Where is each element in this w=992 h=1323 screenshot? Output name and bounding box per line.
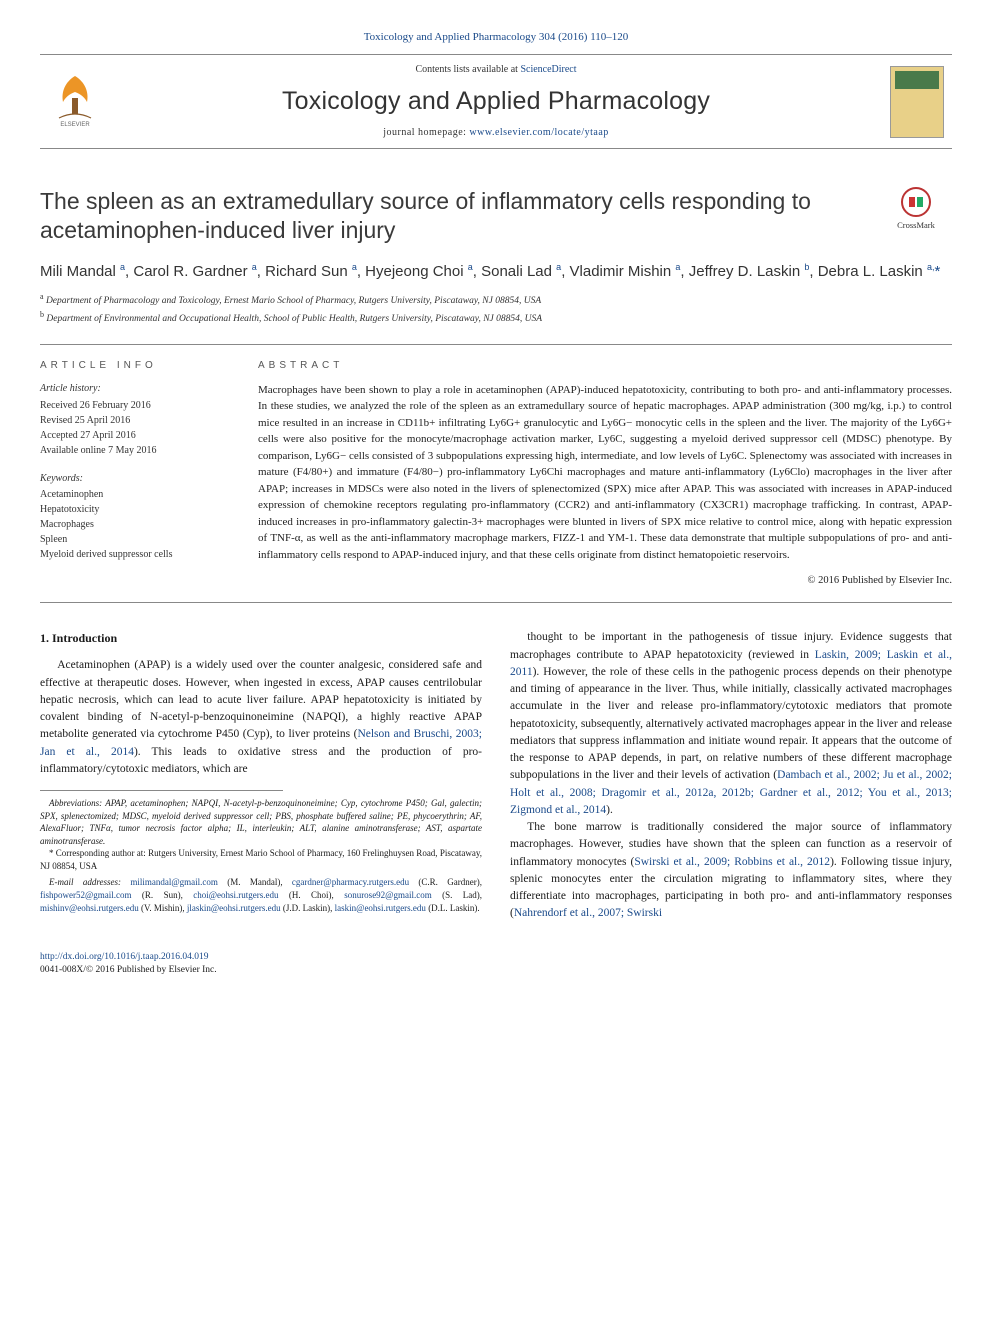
page: Toxicology and Applied Pharmacology 304 … (0, 0, 992, 1018)
journal-cover-thumb (882, 63, 952, 140)
footnote-separator (40, 790, 283, 791)
keyword: Acetaminophen (40, 487, 230, 502)
abstract-copyright: © 2016 Published by Elsevier Inc. (258, 573, 952, 588)
abstract-label: abstract (258, 359, 952, 374)
crossmark-circle-icon (901, 187, 931, 217)
abbreviations-footnote: Abbreviations: APAP, acetaminophen; NAPQ… (40, 797, 482, 847)
homepage-line: journal homepage: www.elsevier.com/locat… (122, 126, 870, 141)
page-footer: http://dx.doi.org/10.1016/j.taap.2016.04… (40, 951, 952, 979)
header-center: Contents lists available at ScienceDirec… (122, 63, 870, 140)
history-online: Available online 7 May 2016 (40, 443, 230, 458)
contents-prefix: Contents lists available at (415, 64, 520, 75)
author-list: Mili Mandal a, Carol R. Gardner a, Richa… (40, 261, 952, 284)
history-revised: Revised 25 April 2016 (40, 413, 230, 428)
intro-paragraph-3: The bone marrow is traditionally conside… (510, 819, 952, 923)
running-header-link[interactable]: Toxicology and Applied Pharmacology 304 … (364, 31, 629, 43)
history-received: Received 26 February 2016 (40, 398, 230, 413)
doi-link[interactable]: http://dx.doi.org/10.1016/j.taap.2016.04… (40, 952, 208, 962)
body-col-left: 1. Introduction Acetaminophen (APAP) is … (40, 629, 482, 922)
issn-line: 0041-008X/© 2016 Published by Elsevier I… (40, 964, 217, 978)
intro-paragraph-2: thought to be important in the pathogene… (510, 629, 952, 819)
crossmark-badge[interactable]: CrossMark (880, 187, 952, 231)
footer-left: http://dx.doi.org/10.1016/j.taap.2016.04… (40, 951, 217, 979)
crossmark-label: CrossMark (897, 219, 935, 231)
keyword: Macrophages (40, 517, 230, 532)
journal-title: Toxicology and Applied Pharmacology (122, 83, 870, 119)
affil-sup: b (40, 310, 44, 319)
keywords-label: Keywords: (40, 472, 230, 487)
article-info-col: article info Article history: Received 2… (40, 344, 230, 602)
affiliation-a: a Department of Pharmacology and Toxicol… (40, 291, 952, 308)
affiliations: a Department of Pharmacology and Toxicol… (40, 291, 952, 326)
intro-heading: 1. Introduction (40, 629, 482, 647)
affiliation-b: b Department of Environmental and Occupa… (40, 309, 952, 326)
affil-sup: a (40, 292, 44, 301)
history-label: Article history: (40, 382, 230, 397)
history-accepted: Accepted 27 April 2016 (40, 428, 230, 443)
homepage-prefix: journal homepage: (383, 127, 469, 138)
meta-abstract-row: article info Article history: Received 2… (40, 344, 952, 603)
homepage-link[interactable]: www.elsevier.com/locate/ytaap (469, 127, 608, 138)
body-columns: 1. Introduction Acetaminophen (APAP) is … (40, 629, 952, 922)
elsevier-tree-icon: ELSEVIER (45, 68, 105, 128)
affil-text: Department of Environmental and Occupati… (46, 314, 542, 324)
sciencedirect-link[interactable]: ScienceDirect (520, 64, 576, 75)
article-title: The spleen as an extramedullary source o… (40, 187, 868, 245)
intro-paragraph-1: Acetaminophen (APAP) is a widely used ov… (40, 657, 482, 778)
abstract-col: abstract Macrophages have been shown to … (258, 345, 952, 602)
contents-line: Contents lists available at ScienceDirec… (122, 63, 870, 78)
abbrev-text: Abbreviations: APAP, acetaminophen; NAPQ… (40, 798, 482, 846)
title-row: The spleen as an extramedullary source o… (40, 187, 952, 245)
abstract-text: Macrophages have been shown to play a ro… (258, 382, 952, 564)
email-addresses: E-mail addresses: milimandal@gmail.com (… (40, 876, 482, 915)
affil-text: Department of Pharmacology and Toxicolog… (46, 296, 541, 306)
keyword: Hepatotoxicity (40, 502, 230, 517)
svg-text:ELSEVIER: ELSEVIER (60, 122, 90, 128)
cover-thumb-icon (890, 66, 944, 138)
article-info-label: article info (40, 359, 230, 374)
journal-header-band: ELSEVIER Contents lists available at Sci… (40, 54, 952, 149)
email-label: E-mail addresses: (49, 877, 121, 887)
body-col-right: thought to be important in the pathogene… (510, 629, 952, 922)
elsevier-logo: ELSEVIER (40, 63, 110, 133)
keyword: Spleen (40, 532, 230, 547)
keyword: Myeloid derived suppressor cells (40, 547, 230, 562)
running-header: Toxicology and Applied Pharmacology 304 … (40, 30, 952, 46)
corresponding-footnote: * Corresponding author at: Rutgers Unive… (40, 847, 482, 872)
